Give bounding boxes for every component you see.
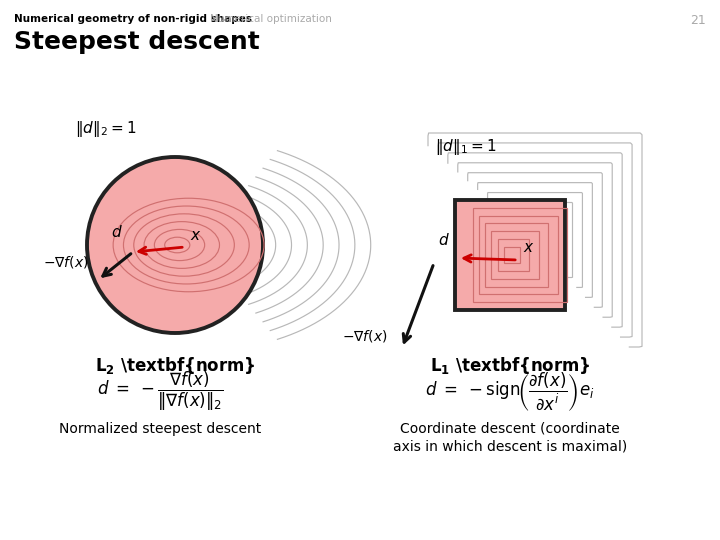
Text: Normalized steepest descent: Normalized steepest descent [59,422,261,436]
Text: axis in which descent is maximal): axis in which descent is maximal) [393,440,627,454]
Text: $d \;=\; -\dfrac{\nabla f(x)}{\|\nabla f(x)\|_2}$: $d \;=\; -\dfrac{\nabla f(x)}{\|\nabla f… [96,370,223,413]
Text: $-\nabla f(x)$: $-\nabla f(x)$ [342,328,387,344]
Text: $\mathbf{L_1}$ \textbf{norm}: $\mathbf{L_1}$ \textbf{norm} [430,355,590,376]
Text: $x$: $x$ [190,228,202,243]
Text: $\|d\|_2 = 1$: $\|d\|_2 = 1$ [75,119,136,139]
Text: $x$: $x$ [523,240,534,255]
Text: Steepest descent: Steepest descent [14,30,260,54]
Text: $d$: $d$ [438,232,450,248]
Text: $d$: $d$ [111,224,122,240]
Ellipse shape [87,157,263,333]
Text: $-\nabla f(x)$: $-\nabla f(x)$ [43,254,89,270]
Polygon shape [455,200,565,310]
Text: 21: 21 [690,14,706,27]
Text: Coordinate descent (coordinate: Coordinate descent (coordinate [400,422,620,436]
Text: Numerical geometry of non-rigid shapes: Numerical geometry of non-rigid shapes [14,14,252,24]
Text: $\|d\|_1 = 1$: $\|d\|_1 = 1$ [435,137,496,157]
Text: Numerical optimization: Numerical optimization [210,14,332,24]
Text: $\mathbf{L_2}$ \textbf{norm}: $\mathbf{L_2}$ \textbf{norm} [94,355,256,376]
Text: $d \;=\; -\mathrm{sign}\!\left(\dfrac{\partial f(x)}{\partial x^i}\right) e_i$: $d \;=\; -\mathrm{sign}\!\left(\dfrac{\p… [426,370,595,413]
